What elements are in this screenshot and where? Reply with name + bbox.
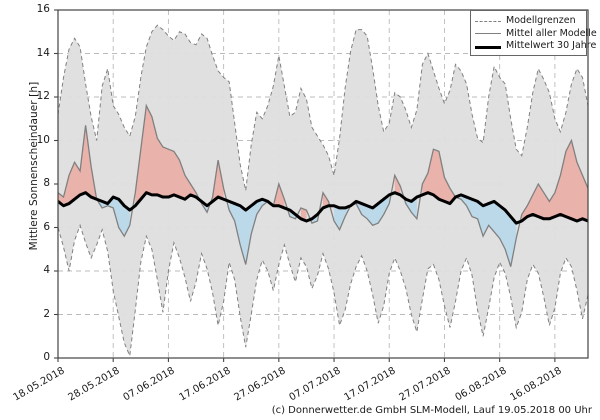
legend-label-mittel-aller-modelle: Mittel aller Modelle (506, 27, 597, 39)
y-tick-label: 8 (43, 177, 50, 189)
y-tick-label: 16 (36, 3, 50, 15)
y-tick-label: 4 (43, 264, 50, 276)
legend-label-modellgrenzen: Modellgrenzen (506, 15, 576, 26)
y-tick-label: 12 (36, 90, 50, 102)
series-line-modellgrenzen-oben (58, 24, 588, 191)
series-line-mittelwert-30-jahre (58, 191, 588, 225)
below-average-fill (96, 194, 517, 267)
copyright-credit: (c) Donnerwetter.de GmbH SLM-Modell, Lau… (271, 405, 592, 416)
y-tick-label: 10 (36, 133, 50, 146)
thick-line-icon (475, 41, 501, 51)
legend-label-mittelwert-30-jahre: Mittelwert 30 Jahre (506, 40, 597, 51)
y-tick-label: 0 (43, 351, 50, 363)
solid-line-icon (475, 28, 501, 38)
dashed-line-icon (475, 16, 501, 26)
y-tick-label: 14 (36, 46, 50, 59)
series-line-modellgrenzen-unten (58, 223, 588, 358)
legend-item-mittelwert-30-jahre: Mittelwert 30 Jahre (475, 40, 596, 52)
chart-legend: Modellgrenzen Mittel aller Modelle Mitte… (470, 10, 597, 56)
y-tick-label: 2 (43, 307, 50, 320)
y-axis-label: Mittlere Sonnenscheindauer [h] (28, 81, 40, 251)
above-average-fill (58, 105, 588, 221)
y-tick-label: 6 (43, 220, 50, 233)
series-line-mittel-aller-modelle (58, 103, 588, 267)
legend-item-modellgrenzen: Modellgrenzen (475, 15, 582, 27)
model-range-band (58, 25, 588, 356)
legend-item-mittel-aller-modelle: Mittel aller Modelle (475, 27, 597, 39)
